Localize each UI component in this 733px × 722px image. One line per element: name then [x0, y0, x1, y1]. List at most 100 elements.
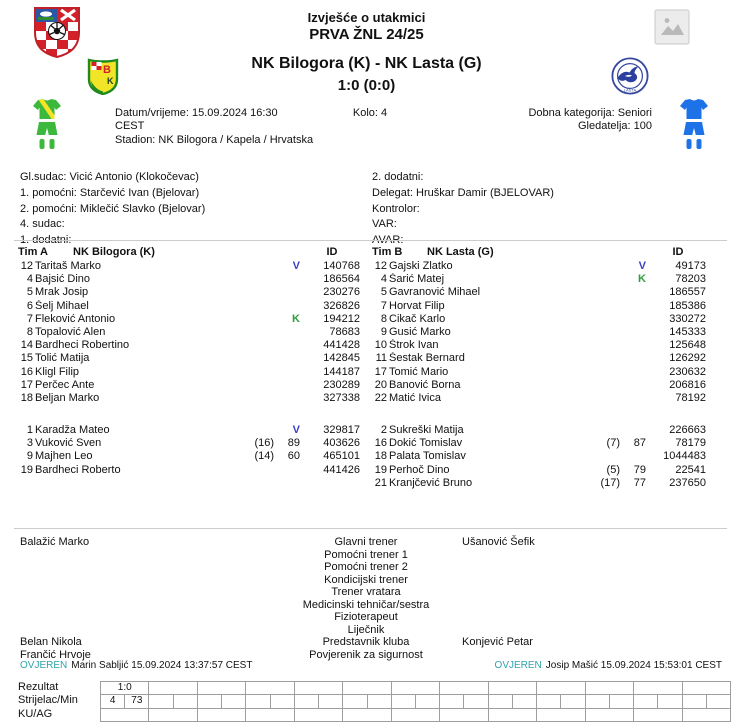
player-id: 126292 — [669, 352, 706, 365]
result-row-label: KU/AG — [18, 707, 53, 720]
player-name: Kligl Filip — [35, 365, 80, 378]
player-row: 19 Perhoč Dino (5) 79 22541 — [372, 464, 706, 477]
marker-or-minute: K — [638, 273, 646, 286]
player-name: Vuković Sven — [35, 437, 102, 450]
substitution-for — [244, 352, 274, 365]
player-name: Horvat Filip — [389, 299, 445, 312]
player-row: 11 Šestak Bernard 126292 — [372, 352, 706, 365]
staff-name-away: Ušanović Šefik — [462, 536, 535, 548]
official-line: Gl.sudac: Vicić Antonio (Klokočevac) — [20, 171, 199, 183]
player-name: Tomić Mario — [389, 365, 449, 378]
staff-row: Trener vratara — [0, 586, 733, 599]
certified-badge: OVJEREN — [494, 660, 542, 671]
substitution-for — [244, 464, 274, 477]
result-score-row: 1:0 — [100, 681, 731, 696]
staff-row: Balažić Marko Glavni trener Ušanović Šef… — [0, 536, 733, 549]
substitution-for: (16) — [254, 437, 274, 450]
player-number: 15 — [20, 352, 33, 365]
staff-name-home: Balažić Marko — [20, 536, 90, 548]
match-score: 1:0 (0:0) — [337, 77, 396, 94]
staff-name-home: Belan Nikola — [20, 636, 82, 648]
svg-text:K: K — [107, 76, 114, 86]
info-line: CEST — [115, 120, 145, 133]
player-id: 140768 — [323, 260, 360, 272]
grid-cell — [149, 708, 198, 722]
player-row: 2 Sukreški Matija 226663 — [372, 424, 706, 437]
grid-cell — [488, 682, 538, 696]
marker-or-minute — [274, 379, 304, 392]
player-name: Šarić Matej — [389, 273, 445, 286]
substitution-for — [590, 392, 620, 405]
player-name: Gusić Marko — [389, 325, 451, 338]
certification-away: OVJEREN Josip Mašić 15.09.2024 15:53:01 C… — [495, 660, 722, 671]
player-id: 230289 — [323, 378, 360, 391]
player-number: 17 — [374, 365, 387, 378]
grid-cell — [319, 695, 344, 709]
away-kit-icon — [680, 99, 708, 151]
player-row: 12 Gajski Zlatko V 49173 — [372, 260, 706, 273]
official-line: 4. sudac: — [20, 218, 65, 231]
marker-or-minute: 77 — [633, 476, 646, 489]
divider — [14, 528, 727, 529]
player-number: 8 — [380, 312, 387, 325]
marker-or-minute — [274, 392, 304, 405]
player-number: 21 — [374, 476, 387, 489]
marker-or-minute — [274, 366, 304, 379]
grid-cell — [367, 695, 392, 709]
team-b-id-header: ID — [672, 246, 684, 258]
marker-or-minute — [620, 392, 650, 405]
grid-cell — [173, 695, 198, 709]
player-row: 1 Karadža Mateo V 329817 — [18, 424, 360, 437]
player-name: Perhoč Dino — [389, 463, 450, 476]
marker-or-minute — [620, 450, 650, 463]
player-number: 16 — [374, 437, 387, 450]
player-number: 6 — [26, 299, 33, 312]
player-number: 7 — [26, 312, 33, 325]
player-row: 10 Štrok Ivan 125648 — [372, 339, 706, 352]
grid-cell — [197, 695, 223, 709]
player-row: 4 Bajsić Dino 186564 — [18, 273, 360, 286]
grid-cell: 1:0 — [101, 682, 150, 696]
certified-badge: OVJEREN — [20, 660, 68, 671]
grid-cell — [634, 695, 659, 709]
substitution-for: (7) — [606, 437, 620, 450]
away-club-crest-icon: LASTA — [611, 57, 649, 95]
player-name: Perčec Ante — [35, 378, 95, 391]
player-name: Topalović Alen — [35, 325, 106, 338]
player-row: 5 Gavranović Mihael 186557 — [372, 286, 706, 299]
staff-role: Pomoćni trener 2 — [324, 561, 408, 573]
staff-name-home: Frančić Hrvoje — [20, 648, 91, 661]
grid-cell — [294, 682, 344, 696]
staff-role: Medicinski tehničar/sestra — [302, 598, 430, 611]
substitution-for — [590, 286, 620, 299]
grid-cell — [658, 695, 683, 709]
substitution-for — [590, 326, 620, 339]
marker-or-minute: V — [292, 260, 300, 272]
grid-cell — [197, 708, 247, 722]
result-row-label: Strijelac/Min — [18, 694, 78, 707]
substitution-for — [590, 366, 620, 379]
svg-text:LASTA: LASTA — [624, 88, 637, 93]
marker-or-minute: V — [292, 424, 300, 436]
player-name: Matić Ivica — [389, 391, 441, 404]
substitution-for — [590, 339, 620, 352]
player-name: Taritaš Marko — [35, 260, 102, 272]
player-number: 20 — [374, 378, 387, 391]
grid-cell — [391, 695, 416, 709]
grid-cell — [440, 708, 489, 722]
substitution-for — [244, 339, 274, 352]
player-id: 49173 — [675, 260, 706, 272]
info-line: Stadion: NK Bilogora / Kapela / Hrvatska — [115, 133, 314, 146]
grid-cell — [343, 695, 368, 709]
association-crest-icon — [33, 4, 81, 58]
player-row: 17 Perčec Ante 230289 — [18, 379, 360, 392]
player-name: Gavranović Mihael — [389, 286, 481, 299]
marker-or-minute: 87 — [633, 437, 646, 450]
player-id: 186564 — [323, 273, 360, 286]
report-title: Izvješće o utakmici — [307, 10, 426, 25]
player-number: 12 — [20, 260, 33, 272]
substitution-for — [590, 273, 620, 286]
player-name: Štrok Ivan — [389, 339, 439, 352]
player-id: 78192 — [675, 391, 706, 404]
